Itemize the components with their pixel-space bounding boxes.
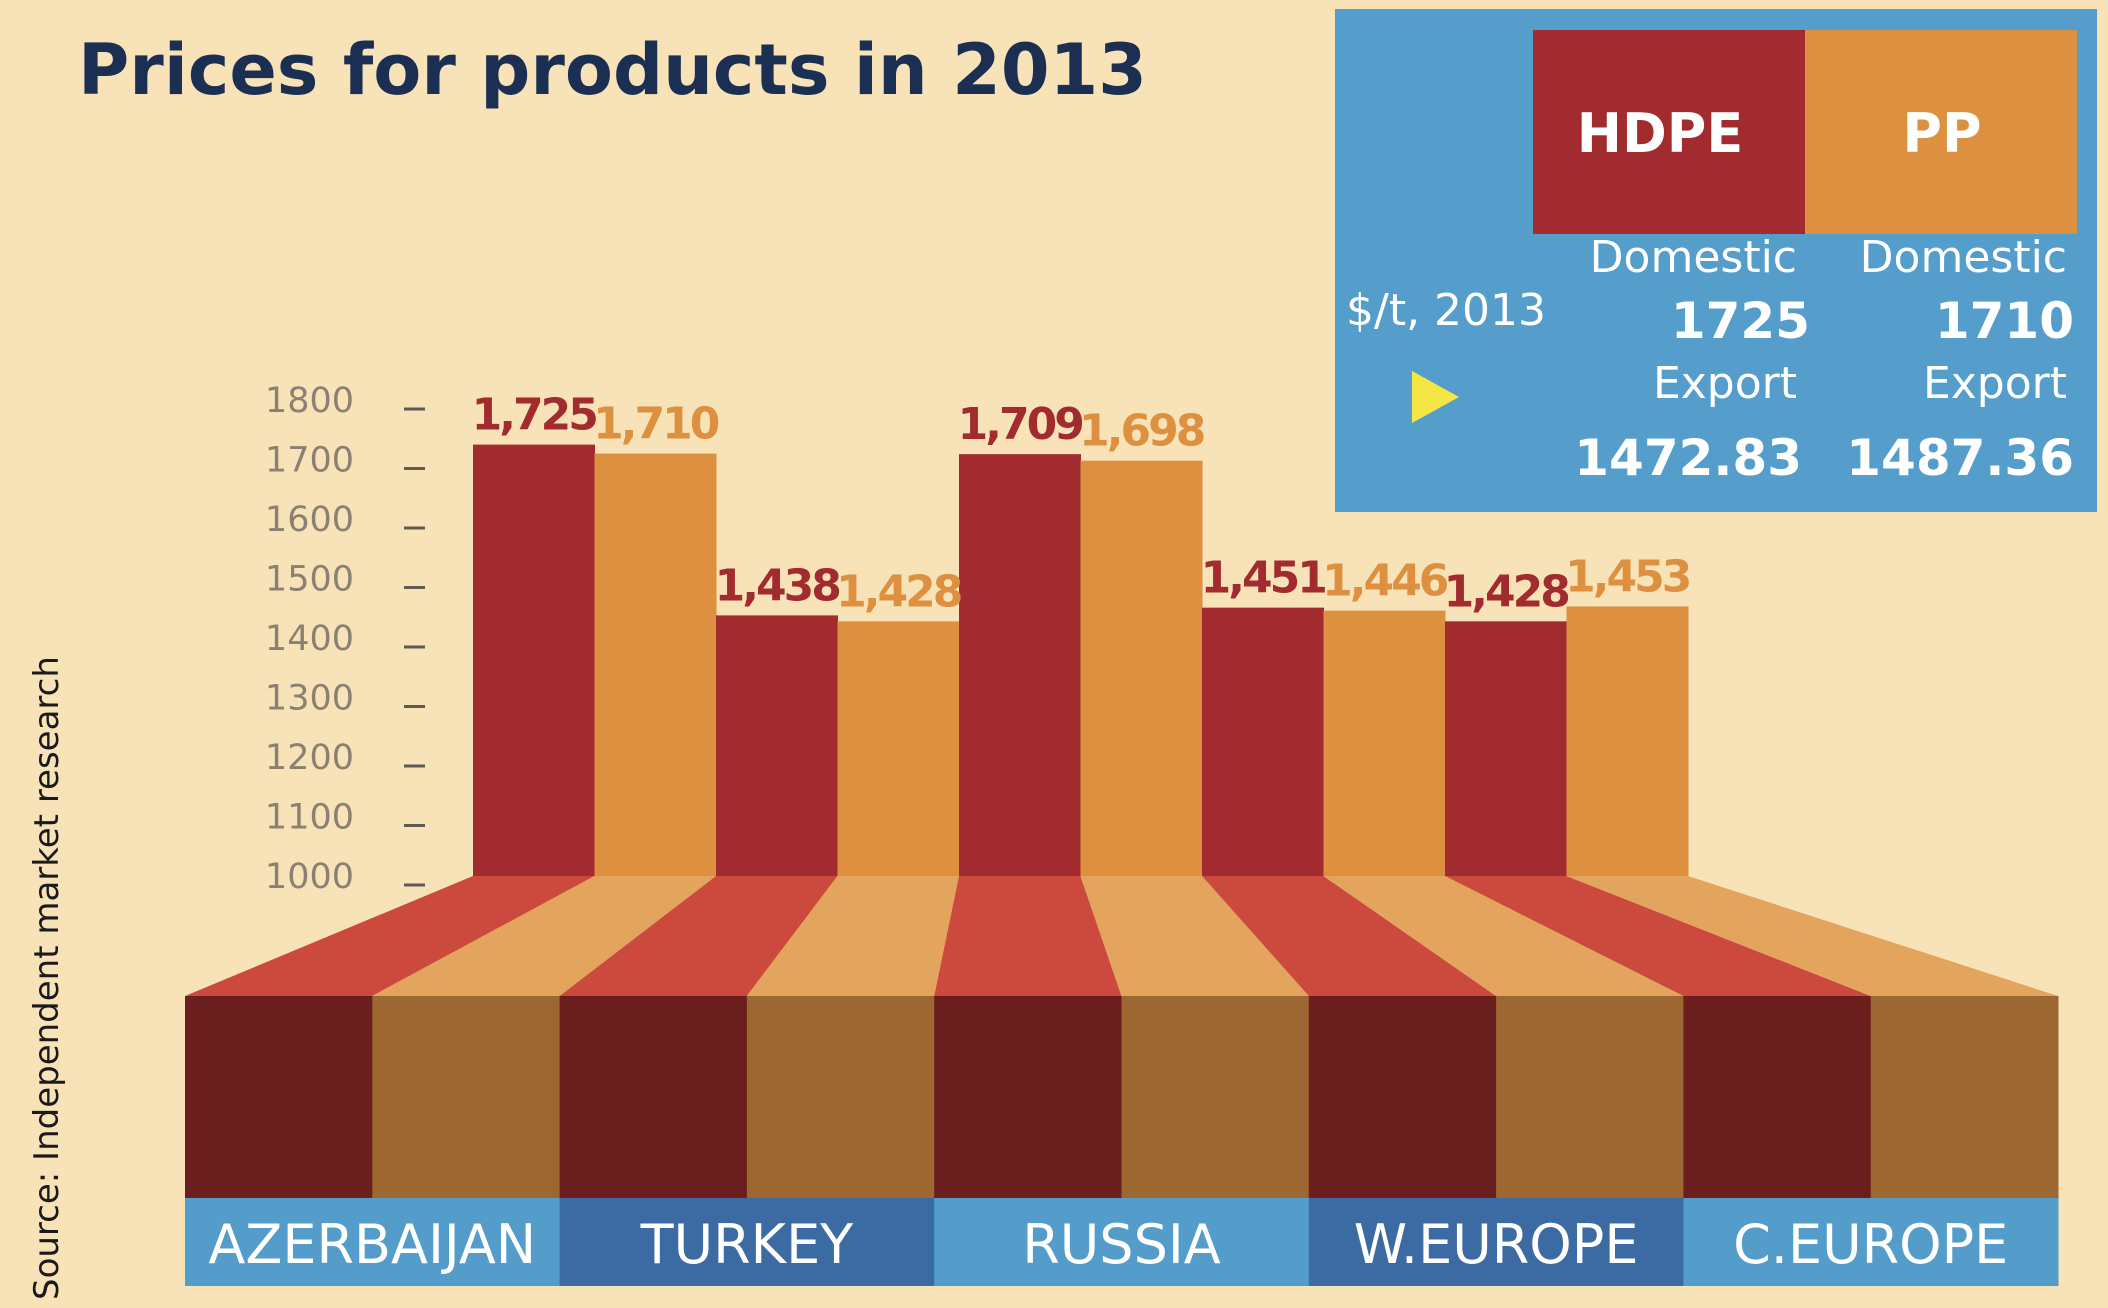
front-panel-pp <box>746 996 935 1198</box>
bar-hdpe <box>716 615 838 876</box>
floor-strip-pp <box>1566 876 2058 996</box>
value-label-hdpe: 1,428 <box>1444 566 1569 617</box>
floor-strip-pp <box>1080 876 1309 996</box>
front-panel-hdpe <box>934 996 1122 1198</box>
value-label-pp: 1,710 <box>593 399 719 450</box>
bar-pp <box>1566 606 1689 876</box>
legend-hdpe-export-label: Export <box>1653 358 1797 409</box>
category-band <box>1683 1198 2059 1286</box>
y-tick-label: 1300 <box>265 679 354 719</box>
legend-pp-domestic-label: Domestic <box>1860 232 2067 283</box>
category-labels: AZERBAIJAN TURKEY RUSSIA W.EUROPE C.EUROPE <box>185 1198 2059 1286</box>
floor-strip-hdpe <box>185 876 595 996</box>
legend-hdpe-swatch <box>1533 30 1805 234</box>
front-panel-hdpe <box>185 996 373 1198</box>
category-label: AZERBAIJAN <box>208 1213 536 1276</box>
bar-pp <box>594 453 717 876</box>
play-arrow-icon <box>1412 371 1459 423</box>
bar-pp <box>1080 460 1203 876</box>
floor-strip-hdpe <box>934 876 1122 996</box>
value-label-hdpe: 1,451 <box>1201 553 1326 604</box>
front-panel-hdpe <box>1683 996 1872 1198</box>
front-panel-pp <box>1496 996 1684 1198</box>
legend-hdpe-export-value: 1472.83 <box>1574 429 1802 487</box>
category-band <box>185 1198 561 1286</box>
category-band <box>1308 1198 1684 1286</box>
value-label-hdpe: 1,725 <box>472 390 597 441</box>
legend-pp-export-label: Export <box>1923 358 2067 409</box>
y-tick-label: 1700 <box>265 441 354 481</box>
bar-pp <box>837 621 960 876</box>
category-band <box>934 1198 1310 1286</box>
floor-strip-pp <box>746 876 959 996</box>
bar-hdpe <box>959 454 1081 876</box>
bar-hdpe <box>473 444 595 876</box>
value-label-hdpe: 1,438 <box>715 560 840 611</box>
front-panel-pp <box>372 996 561 1198</box>
category-label: TURKEY <box>640 1213 855 1276</box>
legend-hdpe-domestic-label: Domestic <box>1590 232 1797 283</box>
front-panel-hdpe <box>1308 996 1497 1198</box>
bar-hdpe <box>1445 621 1567 876</box>
y-tick-label: 1000 <box>265 857 354 897</box>
front-panel-pp <box>1870 996 2059 1198</box>
front-panel-pp <box>1121 996 1310 1198</box>
bars <box>473 444 1689 876</box>
value-label-hdpe: 1,709 <box>958 399 1083 450</box>
category-label: W.EUROPE <box>1354 1213 1639 1276</box>
category-band <box>559 1198 935 1286</box>
category-label: C.EUROPE <box>1733 1213 2008 1276</box>
perspective-floor <box>185 876 2058 996</box>
bar-pp <box>1323 610 1446 876</box>
legend-pp-swatch <box>1805 30 2077 234</box>
floor-strip-pp <box>372 876 716 996</box>
floor-front-panels <box>185 996 2059 1198</box>
value-label-pp: 1,428 <box>836 566 961 617</box>
value-labels: 1,7251,7101,4381,4281,7091,6981,4511,446… <box>472 390 1693 618</box>
floor-strip-pp <box>1323 876 1684 996</box>
floor-strip-hdpe <box>1445 876 1871 996</box>
y-tick-label: 1100 <box>265 798 354 838</box>
y-tick-label: 1600 <box>265 500 354 540</box>
bar-hdpe <box>1202 607 1324 876</box>
front-panel-hdpe <box>559 996 748 1198</box>
value-label-pp: 1,453 <box>1565 551 1690 602</box>
y-axis: 1000 1100 1200 1300 1400 1500 1600 1700 1800 <box>265 381 425 897</box>
legend-pp-export-value: 1487.36 <box>1846 429 2074 487</box>
y-tick-label: 1800 <box>265 381 354 421</box>
chart-title: Prices for products in 2013 <box>78 29 1147 111</box>
legend-hdpe-domestic-value: 1725 <box>1671 292 1810 350</box>
category-label: RUSSIA <box>1022 1213 1221 1276</box>
value-label-pp: 1,698 <box>1079 406 1204 457</box>
value-label-pp: 1,446 <box>1322 556 1448 607</box>
legend-pp-name: PP <box>1902 102 1981 165</box>
floor-strip-hdpe <box>559 876 838 996</box>
legend-pp-domestic-value: 1710 <box>1935 292 2074 350</box>
legend-box: HDPE PP $/t, 2013 Domestic Domestic 1725… <box>1335 9 2097 512</box>
y-tick-label: 1400 <box>265 619 354 659</box>
legend-hdpe-name: HDPE <box>1577 102 1743 165</box>
y-tick-label: 1500 <box>265 560 354 600</box>
legend-unit: $/t, 2013 <box>1346 285 1546 336</box>
source-note: Source: Independent market research <box>27 656 67 1300</box>
floor-strip-hdpe <box>1202 876 1497 996</box>
y-tick-label: 1200 <box>265 738 354 778</box>
